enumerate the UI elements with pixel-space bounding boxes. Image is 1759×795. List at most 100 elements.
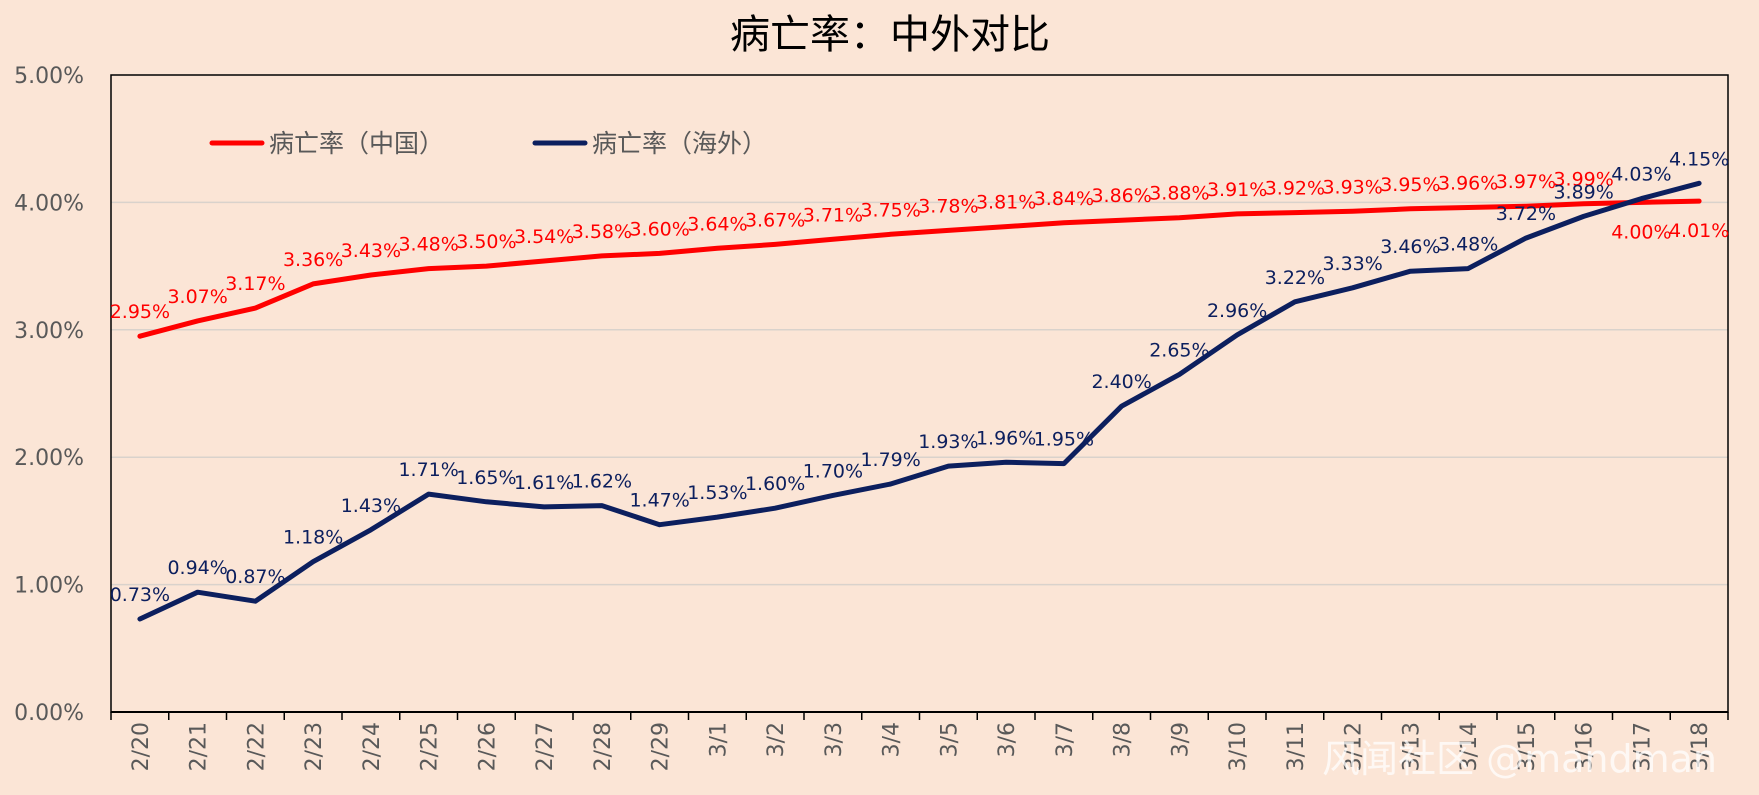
- x-tick-label: 2/28: [591, 722, 616, 771]
- data-label: 3.96%: [1438, 172, 1498, 194]
- y-tick-label: 0.00%: [14, 701, 84, 726]
- y-tick-label: 3.00%: [14, 319, 84, 344]
- data-label: 3.92%: [1265, 178, 1325, 200]
- x-tick-label: 2/20: [129, 722, 154, 771]
- data-label: 3.50%: [456, 231, 516, 253]
- x-tick-label: 3/3: [822, 722, 847, 757]
- data-label: 3.48%: [398, 234, 458, 256]
- x-tick-label: 3/9: [1168, 722, 1193, 757]
- data-label: 4.01%: [1669, 220, 1729, 242]
- data-label: 3.75%: [860, 199, 920, 221]
- plot-frame: [110, 74, 1729, 713]
- x-tick-label: 3/8: [1111, 722, 1136, 757]
- data-label: 3.89%: [1553, 181, 1613, 203]
- x-tick-label: 2/29: [649, 722, 674, 771]
- data-label: 3.43%: [341, 240, 401, 262]
- watermark: 风闻社区 @mandman: [1322, 737, 1717, 781]
- data-label: 1.79%: [860, 449, 920, 471]
- data-label: 3.95%: [1380, 174, 1440, 196]
- data-label: 3.22%: [1265, 267, 1325, 289]
- data-label: 4.15%: [1669, 148, 1729, 170]
- x-tick-label: 2/27: [533, 722, 558, 771]
- data-label: 3.60%: [629, 218, 689, 240]
- data-label: 3.93%: [1322, 176, 1382, 198]
- x-tick-label: 3/1: [706, 722, 731, 757]
- series-line-0: [137, 198, 1702, 339]
- data-label: 4.03%: [1611, 164, 1671, 186]
- x-tick-label: 3/5: [937, 722, 962, 757]
- data-label: 1.95%: [1034, 429, 1094, 451]
- legend: 病亡率（中国） 病亡率（海外）: [209, 129, 767, 158]
- series-line-1: [137, 180, 1702, 622]
- data-label: 2.96%: [1207, 300, 1267, 322]
- chart-title: 病亡率：中外对比: [730, 12, 1050, 58]
- data-label: 3.81%: [976, 192, 1036, 214]
- x-tick-label: 3/14: [1457, 722, 1482, 771]
- x-tick-label: 3/18: [1688, 722, 1713, 771]
- legend-label: 病亡率（中国）: [269, 129, 444, 158]
- data-label: 3.46%: [1380, 236, 1440, 258]
- data-label: 3.64%: [687, 213, 747, 235]
- data-label: 4.00%: [1611, 221, 1671, 243]
- series-lines: [137, 180, 1702, 622]
- data-label: 3.78%: [918, 195, 978, 217]
- data-label: 1.43%: [341, 495, 401, 517]
- data-label: 1.96%: [976, 427, 1036, 449]
- data-label: 3.33%: [1322, 253, 1382, 275]
- data-label: 3.36%: [283, 249, 343, 271]
- data-label: 3.48%: [1438, 234, 1498, 256]
- data-label: 3.84%: [1034, 188, 1094, 210]
- data-label: 3.97%: [1496, 171, 1556, 193]
- x-tick-label: 3/6: [995, 722, 1020, 757]
- data-label: 3.17%: [225, 273, 285, 295]
- x-tick-label: 3/17: [1630, 722, 1655, 771]
- data-label: 3.71%: [803, 204, 863, 226]
- data-label: 1.65%: [456, 467, 516, 489]
- data-label: 1.71%: [398, 459, 458, 481]
- x-tick-label: 3/15: [1515, 722, 1540, 771]
- data-label: 2.95%: [110, 301, 170, 323]
- data-label: 3.88%: [1149, 183, 1209, 205]
- data-label: 3.99%: [1553, 169, 1613, 191]
- y-tick-label: 2.00%: [14, 446, 84, 471]
- data-label: 1.18%: [283, 527, 343, 549]
- data-label: 3.91%: [1207, 179, 1267, 201]
- data-label: 0.73%: [110, 584, 170, 606]
- data-label: 3.72%: [1496, 203, 1556, 225]
- data-labels: 2.95%3.07%3.17%3.36%3.43%3.48%3.50%3.54%…: [110, 148, 1730, 606]
- grid-lines: [111, 201, 1728, 586]
- x-tick-label: 2/24: [360, 722, 385, 771]
- data-label: 0.94%: [167, 557, 227, 579]
- x-tick-label: 2/22: [244, 722, 269, 771]
- x-tick-label: 3/2: [764, 722, 789, 757]
- x-tick-label: 3/10: [1226, 722, 1251, 771]
- data-label: 3.86%: [1091, 185, 1151, 207]
- data-label: 1.70%: [803, 460, 863, 482]
- data-label: 3.67%: [745, 209, 805, 231]
- data-label: 1.53%: [687, 482, 747, 504]
- data-label: 1.47%: [629, 490, 689, 512]
- x-tick-label: 3/11: [1284, 722, 1309, 771]
- data-label: 2.40%: [1091, 371, 1151, 393]
- x-tick-label: 2/21: [187, 722, 212, 771]
- axes: 0.00% 1.00% 2.00% 3.00% 4.00% 5.00% 2/20 2/21 2/…: [14, 64, 1729, 771]
- legend-label: 病亡率（海外）: [592, 129, 767, 158]
- x-tick-label: 2/23: [302, 722, 327, 771]
- data-label: 3.54%: [514, 226, 574, 248]
- data-label: 1.60%: [745, 473, 805, 495]
- x-tick-label: 3/4: [880, 722, 905, 757]
- y-tick-label: 4.00%: [14, 191, 84, 216]
- data-label: 1.61%: [514, 472, 574, 494]
- data-label: 1.62%: [572, 471, 632, 493]
- x-tick-label: 3/7: [1053, 722, 1078, 757]
- data-label: 2.65%: [1149, 339, 1209, 361]
- x-tick-label: 2/26: [475, 722, 500, 771]
- y-tick-label: 1.00%: [14, 574, 84, 599]
- x-tick-label: 3/12: [1342, 722, 1367, 771]
- x-tick-label: 3/16: [1573, 722, 1598, 771]
- data-label: 1.93%: [918, 431, 978, 453]
- data-label: 0.87%: [225, 566, 285, 588]
- x-tick-label: 2/25: [418, 722, 443, 771]
